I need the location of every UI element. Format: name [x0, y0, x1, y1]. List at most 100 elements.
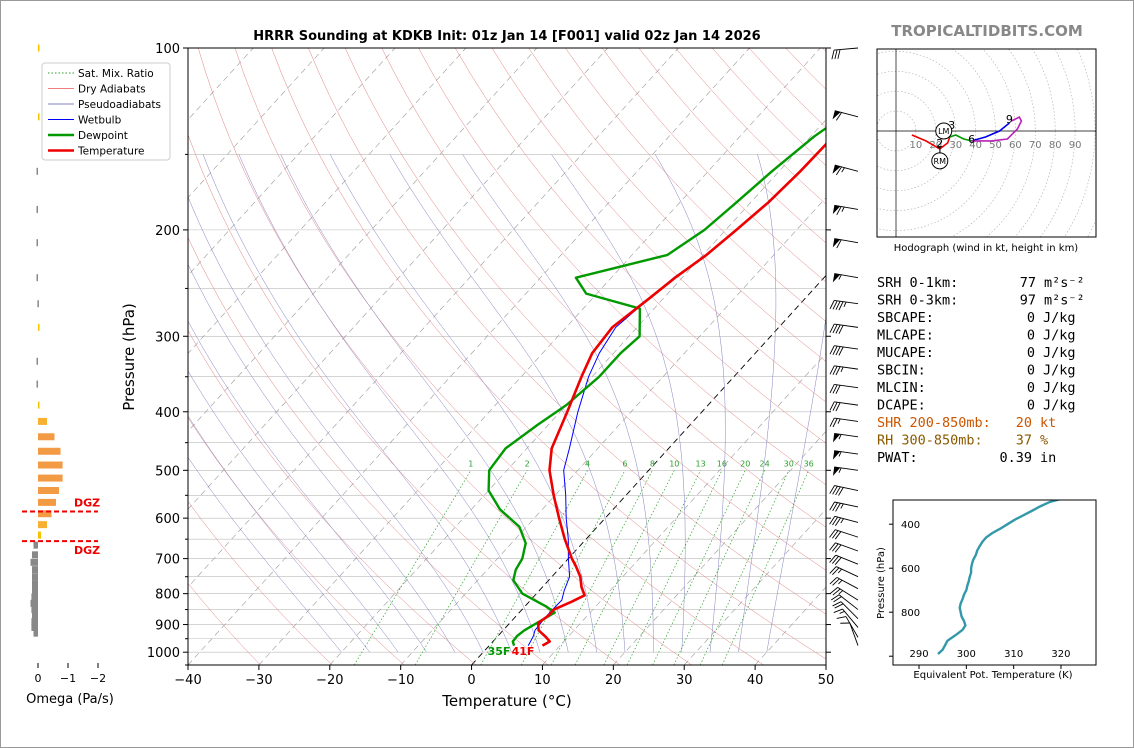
- theta-e-ylabel: Pressure (hPa): [876, 547, 887, 619]
- barb-full: [835, 324, 841, 334]
- barb-full: [835, 402, 841, 412]
- hodograph-trace: [911, 134, 951, 150]
- p-tick-label: 800: [155, 588, 180, 603]
- surface-dewpoint-label: 35F: [488, 645, 511, 658]
- barb-flag: [832, 450, 841, 460]
- barb-shaft: [834, 501, 859, 508]
- dry-adiabat: [344, 48, 826, 571]
- index-unit: J/kg: [1043, 328, 1076, 344]
- wind-barb: [829, 383, 859, 394]
- barb-shaft: [834, 417, 859, 422]
- mixing-ratio-label: 20: [740, 459, 750, 468]
- index-unit: kt: [1040, 415, 1056, 431]
- hodograph-height-label: 3: [948, 119, 955, 132]
- dry-adiabat: [188, 329, 477, 665]
- mixing-ratio-line: [699, 470, 790, 665]
- barb-flag: [832, 238, 841, 248]
- hodograph-trace: [971, 116, 1023, 142]
- wind-barb: [833, 608, 859, 628]
- dgz-label: DGZ: [74, 497, 100, 510]
- barb-shaft: [842, 608, 859, 628]
- barb-full: [835, 301, 841, 310]
- index-row: SBCAPE: 0 J/kg: [877, 310, 1076, 326]
- barb-shaft: [849, 622, 859, 646]
- barb-flag: [832, 273, 841, 283]
- wind-barb: [829, 515, 859, 527]
- barb-full: [833, 596, 842, 603]
- index-label: RH 300-850mb:: [877, 433, 983, 449]
- omega-bar: [38, 113, 40, 121]
- mixing-ratio-label: 6: [622, 459, 627, 468]
- skewt-ylabel: Pressure (hPa): [120, 303, 138, 411]
- temperature-line: [536, 142, 826, 647]
- barb-full: [832, 300, 838, 310]
- wind-barb: [829, 401, 859, 412]
- barb-full: [829, 542, 836, 551]
- dry-adiabat: [381, 48, 826, 528]
- legend-label: Temperature: [77, 146, 145, 158]
- pseudoadiabat: [188, 263, 456, 653]
- dry-adiabat: [308, 48, 826, 615]
- barb-full: [833, 608, 843, 613]
- index-row: SRH 0-3km: 97 m²s⁻²: [877, 293, 1085, 309]
- hodograph-ring-label: 50: [989, 140, 1002, 151]
- omega-bar: [38, 401, 40, 409]
- index-label: MLCAPE:: [877, 328, 934, 344]
- barb-full: [834, 557, 842, 565]
- dry-adiabat: [188, 501, 333, 665]
- isotherm: [188, 48, 538, 432]
- isotherm: [188, 48, 396, 276]
- mixing-ratio-line: [673, 470, 765, 665]
- barb-full: [834, 544, 842, 553]
- dry-adiabat: [418, 48, 826, 486]
- pseudoadiabat: [766, 315, 826, 653]
- barb-shaft: [834, 110, 859, 118]
- mixing-ratio-line: [550, 470, 653, 665]
- theta-e-frame: [892, 499, 1097, 666]
- index-value: 77: [1020, 275, 1036, 291]
- skewt-xlabel: Temperature (°C): [441, 692, 571, 710]
- barb-shaft: [835, 529, 859, 538]
- index-row: MLCIN: 0 J/kg: [877, 380, 1076, 396]
- index-label: MLCIN:: [877, 380, 926, 396]
- omega-xlabel: Omega (Pa/s): [26, 692, 114, 707]
- index-row: RH 300-850mb: 37%: [877, 433, 1048, 449]
- omega-bar: [37, 300, 39, 308]
- wind-barb: [829, 365, 859, 376]
- storm-motion-label: RM: [934, 157, 947, 166]
- index-label: SBCAPE:: [877, 310, 934, 326]
- omega-bar: [36, 167, 38, 175]
- barb-full: [838, 487, 844, 496]
- hodograph-ring-label: 70: [1029, 140, 1042, 151]
- index-row: MLCAPE: 0 J/kg: [877, 328, 1076, 344]
- index-unit: J/kg: [1043, 363, 1076, 379]
- mixing-ratio-label: 24: [760, 459, 770, 468]
- omega-tick-label: −2: [90, 672, 106, 685]
- wind-barb: [829, 542, 859, 553]
- hodograph-height-label: 6: [968, 133, 975, 146]
- omega-bar: [31, 593, 38, 601]
- barb-flag: [832, 466, 841, 476]
- mixing-ratio-label: 30: [784, 459, 794, 468]
- x-tick-label: −10: [387, 673, 414, 688]
- legend-label: Dry Adiabats: [78, 84, 146, 96]
- barb-half: [840, 366, 844, 372]
- mixing-ratio-label: 2: [525, 459, 530, 468]
- barb-full: [832, 401, 838, 411]
- index-label: PWAT:: [877, 450, 918, 466]
- wind-barb: [829, 529, 859, 540]
- pseudoadiabat: [188, 196, 484, 653]
- hodograph-height-label: 9: [1006, 113, 1013, 126]
- barb-full: [829, 417, 835, 427]
- watermark: TROPICALTIDBITS.COM: [891, 22, 1083, 40]
- theta-e-y-tick-label: 800: [901, 608, 920, 619]
- mixing-ratio-line: [574, 470, 675, 665]
- skewt-plot: 1 2 4 6 8 10 13 16 20 24 30 36 −40 −30 −20 −10 0 10 20 30 4…: [120, 42, 834, 710]
- p-tick-label: 600: [155, 512, 180, 527]
- barb-shaft: [834, 515, 859, 523]
- mixing-ratio-label: 10: [669, 459, 679, 468]
- hodograph-frame: [876, 48, 1097, 238]
- omega-bar: [31, 606, 38, 614]
- index-row: SRH 0-1km: 77 m²s⁻²: [877, 275, 1085, 291]
- omega-bar: [36, 205, 38, 213]
